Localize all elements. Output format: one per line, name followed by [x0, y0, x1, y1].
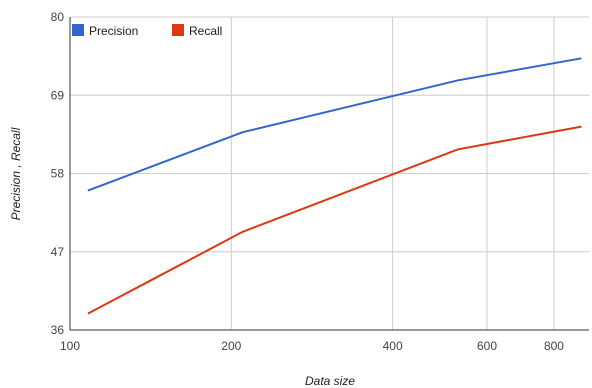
- axes: [69, 17, 589, 331]
- y-tick-label: 80: [51, 10, 65, 24]
- legend-swatch-recall: [172, 24, 184, 36]
- x-tick-label: 200: [221, 339, 241, 353]
- y-axis-title: Precision , Recall: [9, 127, 23, 220]
- legend-label-recall: Recall: [189, 24, 222, 38]
- legend-item-precision[interactable]: Precision: [72, 24, 138, 38]
- recall-line: [87, 125, 582, 315]
- x-tick-label: 800: [544, 339, 564, 353]
- x-tick-label: 100: [60, 339, 80, 353]
- precision-line: [87, 57, 582, 192]
- x-tick-label: 400: [383, 339, 403, 353]
- y-tick-label: 36: [51, 323, 65, 337]
- data-series: [87, 57, 582, 315]
- legend-label-precision: Precision: [89, 24, 138, 38]
- y-tick-label: 69: [51, 88, 65, 102]
- tick-labels: 36 47 58 69 80 100 200 400 600 800: [51, 10, 565, 353]
- legend[interactable]: Precision Recall: [72, 24, 222, 38]
- legend-item-recall[interactable]: Recall: [172, 24, 222, 38]
- y-tick-label: 47: [51, 245, 65, 259]
- legend-swatch-precision: [72, 24, 84, 36]
- x-axis-title: Data size: [305, 374, 355, 388]
- y-tick-label: 58: [51, 167, 65, 181]
- x-tick-label: 600: [477, 339, 497, 353]
